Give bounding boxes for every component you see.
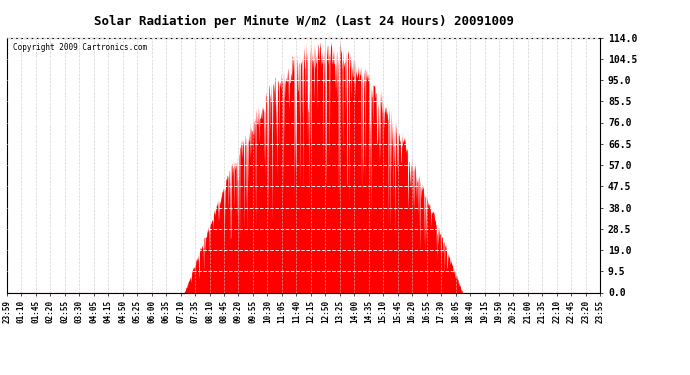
Text: Copyright 2009 Cartronics.com: Copyright 2009 Cartronics.com xyxy=(13,43,147,52)
Text: Solar Radiation per Minute W/m2 (Last 24 Hours) 20091009: Solar Radiation per Minute W/m2 (Last 24… xyxy=(94,15,513,28)
